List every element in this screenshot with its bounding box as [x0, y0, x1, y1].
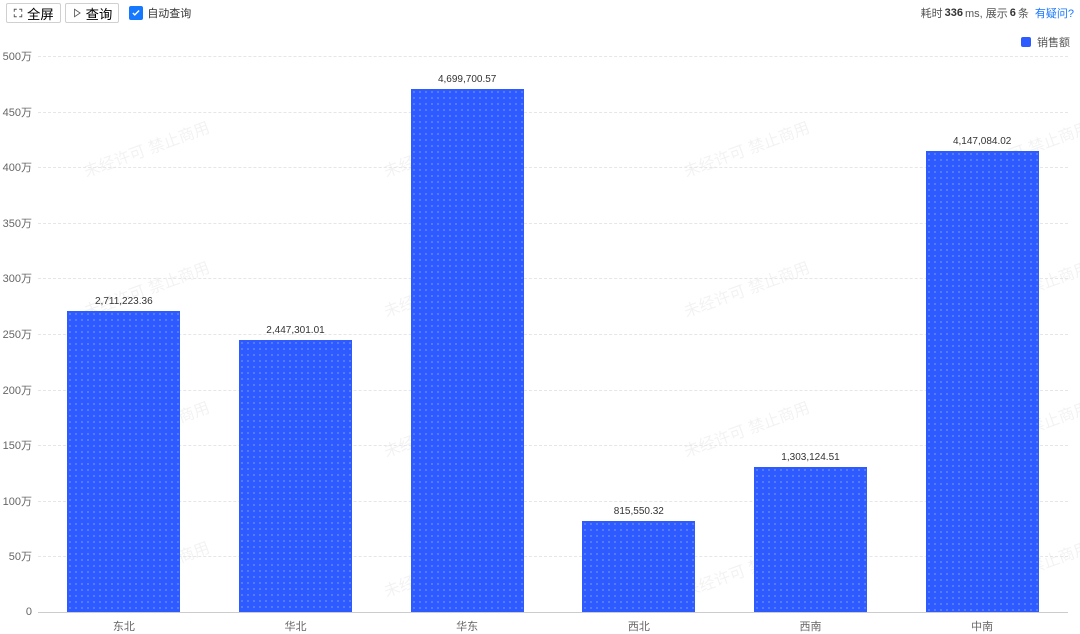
- bar-value-label: 2,711,223.36: [95, 296, 153, 311]
- chart-bar[interactable]: [67, 311, 180, 612]
- x-axis-label: 华北: [285, 612, 307, 634]
- fullscreen-button[interactable]: 全屏: [6, 3, 61, 23]
- expand-icon: [13, 6, 23, 21]
- grid-line: [38, 223, 1068, 224]
- grid-line: [38, 334, 1068, 335]
- status-time: 336: [945, 7, 963, 19]
- y-axis-label: 400万: [3, 159, 38, 175]
- grid-line: [38, 390, 1068, 391]
- chart-bar[interactable]: [239, 340, 352, 612]
- chart-bar[interactable]: [926, 151, 1039, 612]
- grid-line: [38, 445, 1068, 446]
- legend-label: 销售额: [1037, 34, 1070, 50]
- auto-query-checkbox[interactable]: 自动查询: [129, 5, 191, 21]
- y-axis-label: 100万: [3, 493, 38, 509]
- query-button[interactable]: 查询: [65, 3, 120, 23]
- chart-bar[interactable]: [582, 521, 695, 612]
- fullscreen-label: 全屏: [27, 4, 54, 23]
- status-prefix: 耗时: [921, 5, 943, 21]
- watermark: 未经许可 禁止商用: [680, 254, 813, 322]
- grid-line: [38, 56, 1068, 57]
- bar-value-label: 4,699,700.57: [438, 74, 496, 89]
- bar-value-label: 1,303,124.51: [781, 452, 839, 467]
- y-axis-label: 500万: [3, 48, 38, 64]
- y-axis-label: 350万: [3, 215, 38, 231]
- x-axis-label: 东北: [113, 612, 135, 634]
- play-icon: [72, 6, 82, 21]
- auto-query-label: 自动查询: [147, 5, 191, 21]
- grid-line: [38, 112, 1068, 113]
- y-axis-label: 300万: [3, 270, 38, 286]
- status-ms: ms, 展示: [965, 5, 1008, 21]
- grid-line: [38, 278, 1068, 279]
- y-axis-label: 450万: [3, 104, 38, 120]
- chart-bar[interactable]: [754, 467, 867, 612]
- x-axis-label: 西北: [628, 612, 650, 634]
- bar-value-label: 4,147,084.02: [953, 136, 1011, 151]
- checkbox-icon: [129, 6, 143, 20]
- watermark: 未经许可 禁止商用: [680, 114, 813, 182]
- x-axis-label: 华东: [456, 612, 478, 634]
- status-suffix: 条: [1018, 5, 1029, 21]
- grid-line: [38, 501, 1068, 502]
- status-count: 6: [1010, 7, 1016, 19]
- y-axis-label: 50万: [9, 548, 38, 564]
- chart-bar[interactable]: [411, 89, 524, 612]
- chart-container: 销售额 未经许可 禁止商用未经许可 禁止商用未经许可 禁止商用未经许可 禁止商用…: [0, 26, 1080, 634]
- toolbar: 全屏 查询 自动查询 耗时 336 ms, 展示 6 条 有疑问?: [0, 0, 1080, 26]
- x-axis-label: 西南: [800, 612, 822, 634]
- y-axis-label: 150万: [3, 437, 38, 453]
- bar-value-label: 2,447,301.01: [266, 325, 324, 340]
- grid-line: [38, 612, 1068, 613]
- grid-line: [38, 167, 1068, 168]
- status-text: 耗时 336 ms, 展示 6 条 有疑问?: [921, 5, 1074, 21]
- y-axis-label: 0: [26, 606, 38, 618]
- grid-line: [38, 556, 1068, 557]
- query-label: 查询: [86, 4, 113, 23]
- x-axis-label: 中南: [971, 612, 993, 634]
- chart-plot-area: 未经许可 禁止商用未经许可 禁止商用未经许可 禁止商用未经许可 禁止商用未经许可…: [38, 56, 1068, 612]
- bar-value-label: 815,550.32: [614, 506, 664, 521]
- legend-swatch: [1021, 37, 1031, 47]
- help-link[interactable]: 有疑问?: [1035, 5, 1074, 21]
- watermark: 未经许可 禁止商用: [80, 114, 213, 182]
- y-axis-label: 200万: [3, 382, 38, 398]
- legend[interactable]: 销售额: [1021, 34, 1070, 50]
- y-axis-label: 250万: [3, 326, 38, 342]
